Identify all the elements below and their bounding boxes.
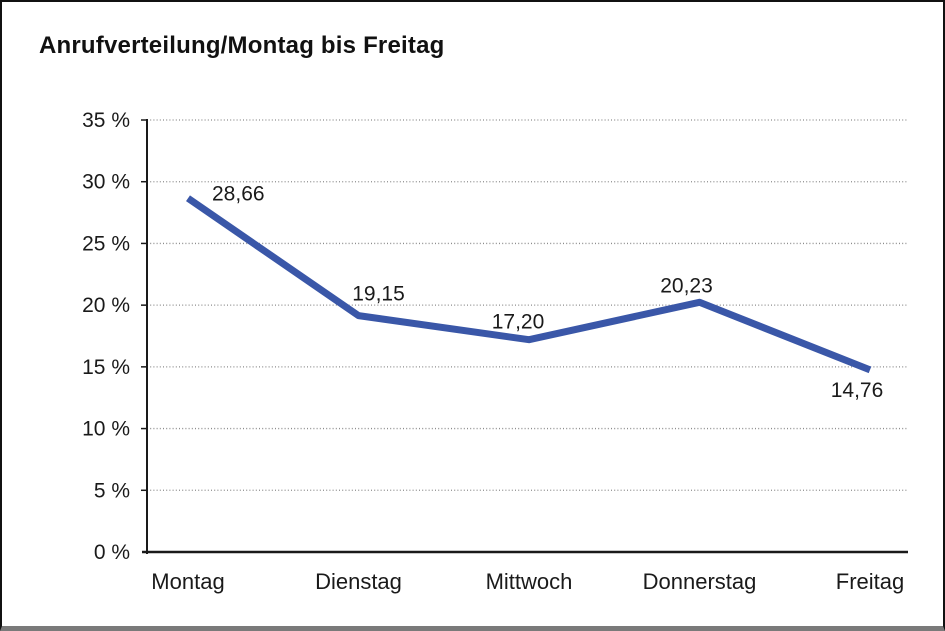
x-category-label: Montag bbox=[151, 569, 224, 594]
data-point-label: 17,20 bbox=[492, 311, 545, 334]
data-point-label: 20,23 bbox=[660, 274, 713, 297]
y-tick-label: 5 % bbox=[94, 479, 130, 502]
y-tick-label: 10 % bbox=[82, 418, 130, 441]
y-tick-label: 15 % bbox=[82, 356, 130, 379]
data-point-label: 14,76 bbox=[831, 379, 884, 402]
data-point-label: 19,15 bbox=[352, 283, 405, 306]
y-tick-label: 20 % bbox=[82, 294, 130, 317]
y-tick-label: 30 % bbox=[82, 171, 130, 194]
data-point-label: 28,66 bbox=[212, 182, 265, 205]
data-line bbox=[186, 195, 872, 374]
y-tick-label: 35 % bbox=[82, 109, 130, 132]
x-category-label: Donnerstag bbox=[643, 569, 757, 594]
x-category-label: Freitag bbox=[836, 569, 904, 594]
chart-title: Anrufverteilung/Montag bis Freitag bbox=[39, 32, 445, 59]
y-tick-label: 0 % bbox=[94, 541, 130, 564]
x-category-label: Mittwoch bbox=[486, 569, 573, 594]
x-category-label: Dienstag bbox=[315, 569, 402, 594]
y-tick-label: 25 % bbox=[82, 232, 130, 255]
